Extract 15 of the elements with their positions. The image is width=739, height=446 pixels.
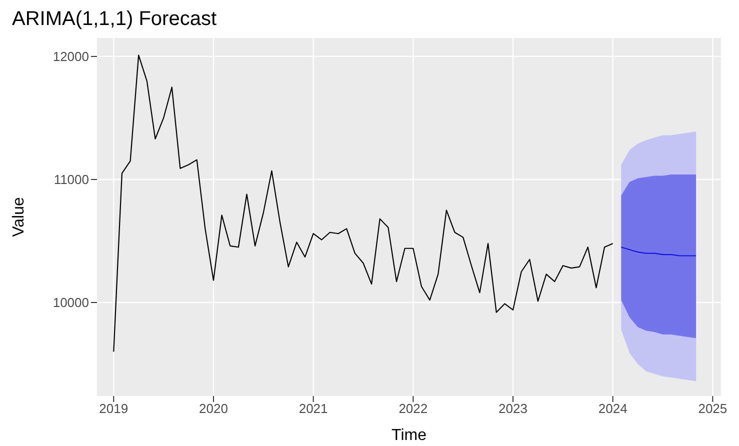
y-tick-label: 12000 <box>52 49 89 64</box>
line-series <box>113 54 614 352</box>
x-tick-label: 2020 <box>199 401 228 416</box>
y-axis-title: Value <box>10 197 28 237</box>
x-tick-label: 2025 <box>698 401 728 416</box>
x-tick-label: 2024 <box>598 401 628 416</box>
x-axis-title: Time <box>392 427 427 444</box>
x-tick-label: 2021 <box>298 401 328 416</box>
y-tick-label: 11000 <box>54 172 89 188</box>
x-tick-label: 2019 <box>99 401 128 416</box>
x-tick-label: 2022 <box>398 401 428 416</box>
chart-title: ARIMA(1,1,1) Forecast <box>12 8 217 31</box>
line-series <box>620 246 697 256</box>
x-tick-label: 2023 <box>498 401 528 416</box>
y-tick-label: 10000 <box>52 295 89 310</box>
